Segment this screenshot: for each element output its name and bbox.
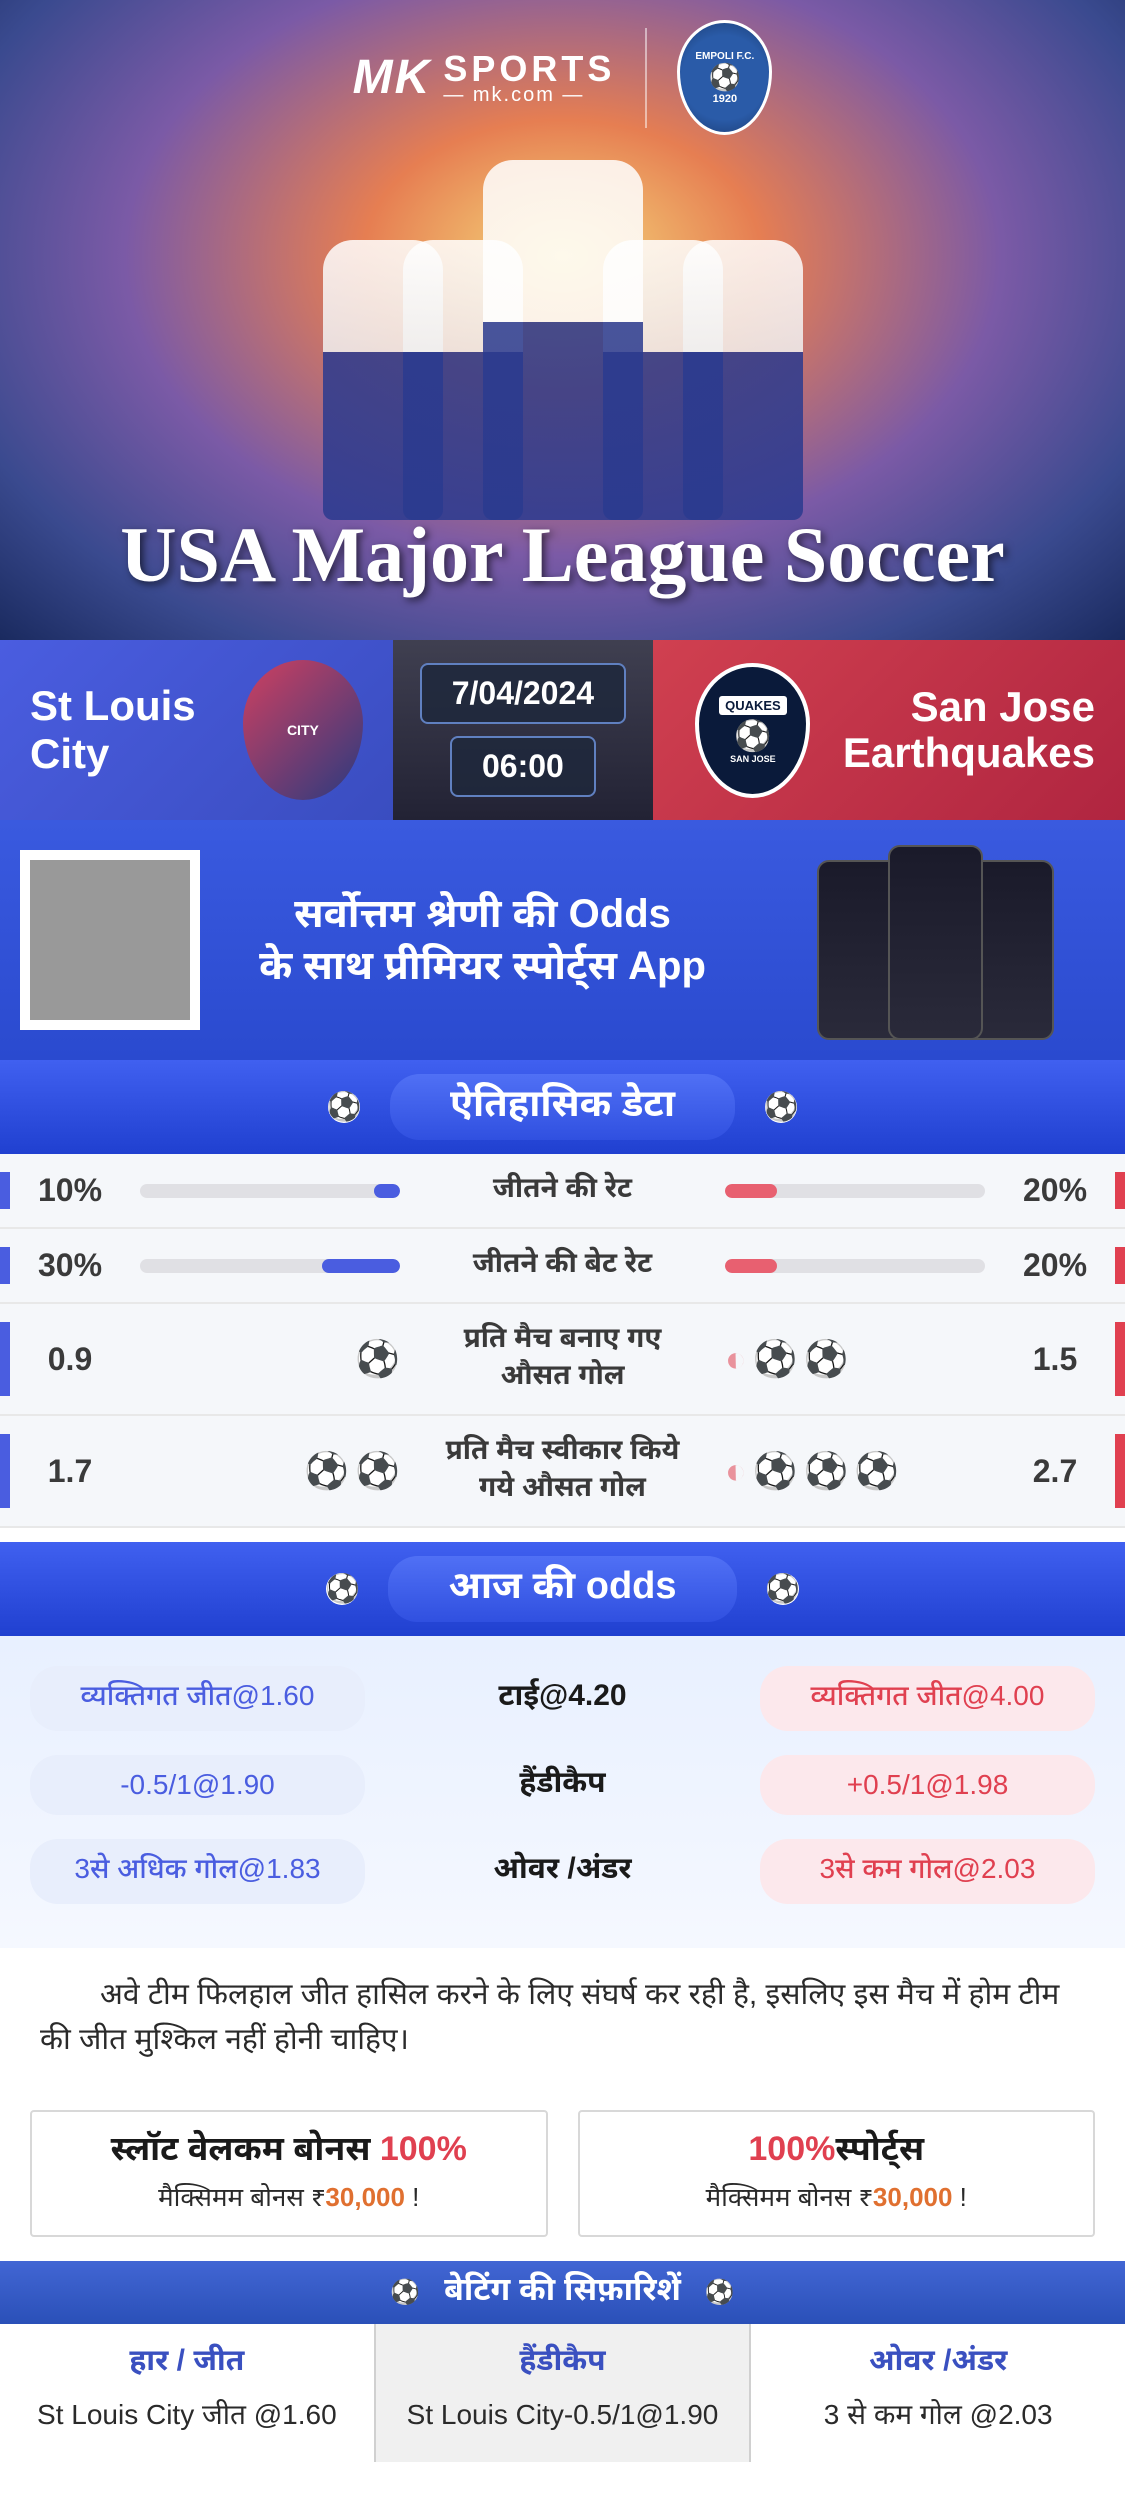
home-logo-text: CITY xyxy=(287,722,319,738)
qr-code[interactable] xyxy=(20,850,200,1030)
stat-away-value: 1.5 xyxy=(995,1341,1115,1378)
historical-header-label: ऐतिहासिक डेटा xyxy=(390,1074,735,1140)
historical-section-header: ऐतिहासिक डेटा xyxy=(0,1060,1125,1154)
stat-row: 1.7 ⚽⚽ प्रति मैच स्वीकार किये गये औसत गो… xyxy=(0,1416,1125,1528)
logo-divider xyxy=(645,28,647,128)
promo-phones-art xyxy=(765,840,1105,1040)
ball-icon xyxy=(767,1573,799,1605)
rec-value: 3 से कम गोल @2.03 xyxy=(765,2395,1111,2434)
odds-away-pill[interactable]: व्यक्तिगत जीत@4.00 xyxy=(760,1666,1095,1731)
recommendation-column[interactable]: हार / जीत St Louis City जीत @1.60 xyxy=(0,2324,374,2462)
match-date: 7/04/2024 xyxy=(420,663,626,724)
odds-home-pill[interactable]: -0.5/1@1.90 xyxy=(30,1755,365,1815)
away-logo-text-top: QUAKES xyxy=(719,696,787,715)
partner-club-badge: EMPOLI F.C. ⚽ 1920 xyxy=(677,20,772,135)
odds-section-header: आज की odds xyxy=(0,1542,1125,1636)
analysis-text: अवे टीम फिलहाल जीत हासिल करने के लिए संघ… xyxy=(0,1948,1125,2086)
brand-logo: MK SPORTS — mk.com — xyxy=(353,48,616,107)
bonus-title: स्लॉट वेलकम बोनस 100% xyxy=(52,2130,526,2174)
match-time: 06:00 xyxy=(450,736,596,797)
rec-heading: हार / जीत xyxy=(14,2344,360,2383)
stat-label: जीतने की बेट रेट xyxy=(430,1247,695,1284)
promo-banner[interactable]: सर्वोत्तम श्रेणी की Odds के साथ प्रीमियर… xyxy=(0,820,1125,1060)
odds-center-label: ओवर /अंडर xyxy=(395,1852,730,1891)
bonus-subtitle: मैक्सिमम बोनस ₹30,000 ! xyxy=(52,2182,526,2217)
bonus-subtitle: मैक्सिमम बोनस ₹30,000 ! xyxy=(600,2182,1074,2217)
rec-value: St Louis City-0.5/1@1.90 xyxy=(390,2395,736,2434)
stat-label: जीतने की रेट xyxy=(430,1172,695,1209)
promo-line1: सर्वोत्तम श्रेणी की Odds xyxy=(294,892,671,936)
stat-away-value: 2.7 xyxy=(995,1453,1115,1490)
rec-value: St Louis City जीत @1.60 xyxy=(14,2395,360,2434)
away-team-logo: QUAKES ⚽ SAN JOSE xyxy=(683,655,823,805)
hero-players-art xyxy=(113,140,1013,520)
recommendation-column[interactable]: हैंडीकैप St Louis City-0.5/1@1.90 xyxy=(374,2324,752,2462)
odds-away-pill[interactable]: 3से कम गोल@2.03 xyxy=(760,1839,1095,1904)
promo-line2: के साथ प्रीमियर स्पोर्ट्स App xyxy=(259,944,706,988)
stat-home-value: 30% xyxy=(10,1247,130,1284)
stat-home-visual xyxy=(130,1259,430,1273)
stat-away-visual: ◐⚽⚽⚽ xyxy=(695,1450,995,1492)
ball-icon: ⚽ xyxy=(705,2278,735,2307)
home-team-logo: CITY xyxy=(243,655,363,805)
stat-home-value: 10% xyxy=(10,1172,130,1209)
brand-site-label: — mk.com — xyxy=(443,84,584,107)
stat-row: 10% जीतने की रेट 20% xyxy=(0,1154,1125,1229)
odds-row: 3से अधिक गोल@1.83 ओवर /अंडर 3से कम गोल@2… xyxy=(30,1839,1095,1904)
away-team-panel: QUAKES ⚽ SAN JOSE San JoseEarthquakes xyxy=(653,640,1125,820)
away-logo-text-sub: SAN JOSE xyxy=(730,754,776,764)
partner-badge-top: EMPOLI F.C. xyxy=(695,51,754,62)
recommendations-block: हार / जीत St Louis City जीत @1.60 हैंडीक… xyxy=(0,2324,1125,2462)
stat-home-visual: ⚽ xyxy=(130,1338,430,1380)
ball-icon: ⚽ xyxy=(390,2278,420,2307)
home-team-name: St Louis City xyxy=(30,682,223,778)
historical-stats: 10% जीतने की रेट 20% 30% जीतने की बेट रे… xyxy=(0,1154,1125,1528)
odds-header-label: आज की odds xyxy=(388,1556,736,1622)
league-title: USA Major League Soccer xyxy=(0,490,1125,640)
partner-badge-year: 1920 xyxy=(713,93,737,105)
stat-away-value: 20% xyxy=(995,1172,1115,1209)
bonus-title: 100%स्पोर्ट्स xyxy=(600,2130,1074,2174)
stat-away-visual xyxy=(695,1184,995,1198)
match-header: St Louis City CITY 7/04/2024 06:00 QUAKE… xyxy=(0,640,1125,820)
recommendations-header: ⚽ बेटिंग की सिफ़ारिशें ⚽ xyxy=(0,2261,1125,2324)
ball-icon xyxy=(765,1091,797,1123)
stat-label: प्रति मैच स्वीकार किये गये औसत गोल xyxy=(430,1434,695,1508)
bonus-card[interactable]: 100%स्पोर्ट्स मैक्सिमम बोनस ₹30,000 ! xyxy=(578,2110,1096,2237)
home-team-panel: St Louis City CITY xyxy=(0,640,393,820)
rec-heading: ओवर /अंडर xyxy=(765,2344,1111,2383)
hero-banner: MK SPORTS — mk.com — EMPOLI F.C. ⚽ 1920 … xyxy=(0,0,1125,640)
rec-heading: हैंडीकैप xyxy=(390,2344,736,2383)
stat-home-visual: ⚽⚽ xyxy=(130,1450,430,1492)
stat-row: 30% जीतने की बेट रेट 20% xyxy=(0,1229,1125,1304)
stat-away-visual xyxy=(695,1259,995,1273)
odds-row: व्यक्तिगत जीत@1.60 टाई@4.20 व्यक्तिगत जी… xyxy=(30,1666,1095,1731)
stat-away-visual: ◐⚽⚽ xyxy=(695,1338,995,1380)
stat-home-visual xyxy=(130,1184,430,1198)
ball-icon xyxy=(326,1573,358,1605)
odds-center-label: टाई@4.20 xyxy=(395,1679,730,1718)
promo-text: सर्वोत्तम श्रेणी की Odds के साथ प्रीमियर… xyxy=(230,888,735,992)
stat-home-value: 0.9 xyxy=(10,1341,130,1378)
odds-center-label: हैंडीकैप xyxy=(395,1766,730,1805)
odds-row: -0.5/1@1.90 हैंडीकैप +0.5/1@1.98 xyxy=(30,1755,1095,1815)
odds-away-pill[interactable]: +0.5/1@1.98 xyxy=(760,1755,1095,1815)
brand-row: MK SPORTS — mk.com — EMPOLI F.C. ⚽ 1920 xyxy=(0,20,1125,135)
recs-header-label: बेटिंग की सिफ़ारिशें xyxy=(444,2271,681,2314)
stat-home-value: 1.7 xyxy=(10,1453,130,1490)
stat-row: 0.9 ⚽ प्रति मैच बनाए गए औसत गोल ◐⚽⚽ 1.5 xyxy=(0,1304,1125,1416)
ball-icon xyxy=(328,1091,360,1123)
away-team-name: San JoseEarthquakes xyxy=(843,684,1095,776)
brand-mk: MK xyxy=(353,50,432,105)
bonus-row: स्लॉट वेलकम बोनस 100% मैक्सिमम बोनस ₹30,… xyxy=(0,2086,1125,2261)
recommendation-column[interactable]: ओवर /अंडर 3 से कम गोल @2.03 xyxy=(751,2324,1125,2462)
bonus-card[interactable]: स्लॉट वेलकम बोनस 100% मैक्सिमम बोनस ₹30,… xyxy=(30,2110,548,2237)
odds-home-pill[interactable]: 3से अधिक गोल@1.83 xyxy=(30,1839,365,1904)
stat-away-value: 20% xyxy=(995,1247,1115,1284)
odds-section: व्यक्तिगत जीत@1.60 टाई@4.20 व्यक्तिगत जी… xyxy=(0,1636,1125,1948)
stat-label: प्रति मैच बनाए गए औसत गोल xyxy=(430,1322,695,1396)
match-datetime-panel: 7/04/2024 06:00 xyxy=(393,640,653,820)
odds-home-pill[interactable]: व्यक्तिगत जीत@1.60 xyxy=(30,1666,365,1731)
